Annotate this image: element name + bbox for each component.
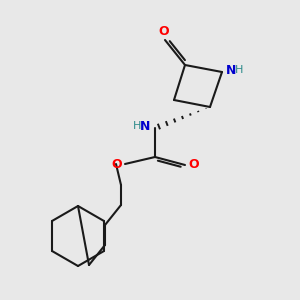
Text: N: N bbox=[140, 121, 150, 134]
Text: N: N bbox=[226, 64, 236, 76]
Text: O: O bbox=[111, 158, 122, 170]
Text: H: H bbox=[235, 65, 243, 75]
Text: H: H bbox=[133, 121, 141, 131]
Text: O: O bbox=[188, 158, 199, 172]
Text: O: O bbox=[159, 25, 169, 38]
